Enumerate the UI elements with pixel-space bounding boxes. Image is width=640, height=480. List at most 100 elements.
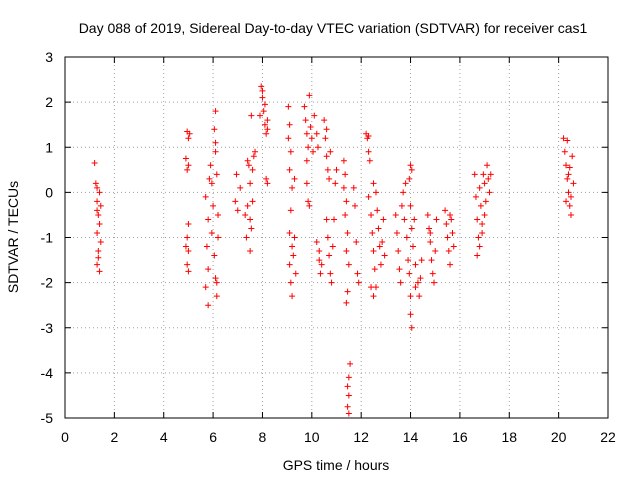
data-point — [206, 175, 213, 182]
data-point — [445, 248, 452, 255]
data-point — [365, 132, 372, 139]
data-point — [247, 180, 254, 187]
data-point — [479, 220, 486, 227]
y-tick-label: -4 — [41, 365, 54, 381]
data-point — [307, 123, 314, 130]
data-point — [479, 229, 486, 236]
data-point — [352, 202, 359, 209]
data-point — [343, 299, 350, 306]
data-point — [212, 275, 219, 282]
y-tick-label: 1 — [45, 139, 53, 155]
data-point — [94, 207, 101, 214]
data-point — [560, 135, 567, 142]
data-point — [202, 284, 209, 291]
data-point — [429, 270, 436, 277]
y-axis-label: SDTVAR / TECUs — [5, 181, 21, 293]
data-point — [263, 130, 270, 137]
data-point — [215, 211, 222, 218]
data-point — [369, 229, 376, 236]
data-point — [326, 175, 333, 182]
data-point — [563, 162, 570, 169]
data-point — [95, 248, 102, 255]
data-point — [285, 103, 292, 110]
data-point — [567, 193, 574, 200]
data-point — [371, 266, 378, 273]
data-point — [305, 144, 312, 151]
data-point — [428, 257, 435, 264]
data-point — [233, 171, 240, 178]
data-point — [212, 139, 219, 146]
data-point — [414, 279, 421, 286]
data-point — [471, 171, 478, 178]
data-point — [402, 180, 409, 187]
data-point — [449, 229, 456, 236]
data-point — [377, 261, 384, 268]
data-point — [316, 248, 323, 255]
data-point — [368, 211, 375, 218]
data-point — [256, 112, 263, 119]
data-point — [286, 261, 293, 268]
data-point — [564, 175, 571, 182]
data-point — [345, 392, 352, 399]
data-point — [303, 157, 310, 164]
data-point — [324, 166, 331, 173]
data-point — [242, 211, 249, 218]
data-point — [184, 261, 191, 268]
data-point — [370, 180, 377, 187]
data-point — [567, 211, 574, 218]
x-tick-label: 8 — [259, 429, 267, 445]
data-point — [94, 229, 101, 236]
data-point — [94, 198, 101, 205]
data-point — [249, 198, 256, 205]
data-point — [306, 92, 313, 99]
x-tick-label: 10 — [304, 429, 320, 445]
data-point — [182, 155, 189, 162]
data-point — [97, 202, 104, 209]
data-point — [406, 175, 413, 182]
data-point — [205, 266, 212, 273]
data-point — [370, 293, 377, 300]
x-tick-label: 20 — [551, 429, 567, 445]
x-tick-label: 14 — [403, 429, 419, 445]
data-point — [433, 216, 440, 223]
data-point — [481, 211, 488, 218]
data-point — [340, 184, 347, 191]
data-point — [401, 216, 408, 223]
data-point — [424, 211, 431, 218]
data-point — [333, 166, 340, 173]
data-point — [292, 270, 299, 277]
data-point — [474, 216, 481, 223]
data-point — [245, 162, 252, 169]
data-point — [442, 207, 449, 214]
data-point — [291, 175, 298, 182]
data-point — [477, 202, 484, 209]
data-point — [185, 135, 192, 142]
data-point — [205, 216, 212, 223]
data-point — [323, 126, 330, 133]
data-point — [202, 193, 209, 200]
data-point — [566, 202, 573, 209]
data-point — [408, 166, 415, 173]
data-point — [301, 103, 308, 110]
data-point — [365, 148, 372, 155]
data-point — [395, 248, 402, 255]
data-point — [244, 157, 251, 164]
data-point — [186, 130, 193, 137]
data-point — [393, 229, 400, 236]
data-point — [321, 117, 328, 124]
data-point — [316, 257, 323, 264]
data-point — [396, 266, 403, 273]
data-point — [380, 216, 387, 223]
data-point — [182, 243, 189, 250]
data-point — [326, 252, 333, 259]
data-point — [355, 279, 362, 286]
y-tick-label: 2 — [45, 94, 53, 110]
data-point — [484, 162, 491, 169]
data-point — [344, 383, 351, 390]
data-point — [285, 135, 292, 142]
data-point — [97, 239, 104, 246]
data-point — [210, 202, 217, 209]
data-point — [447, 211, 454, 218]
data-point — [289, 293, 296, 300]
data-point — [327, 270, 334, 277]
